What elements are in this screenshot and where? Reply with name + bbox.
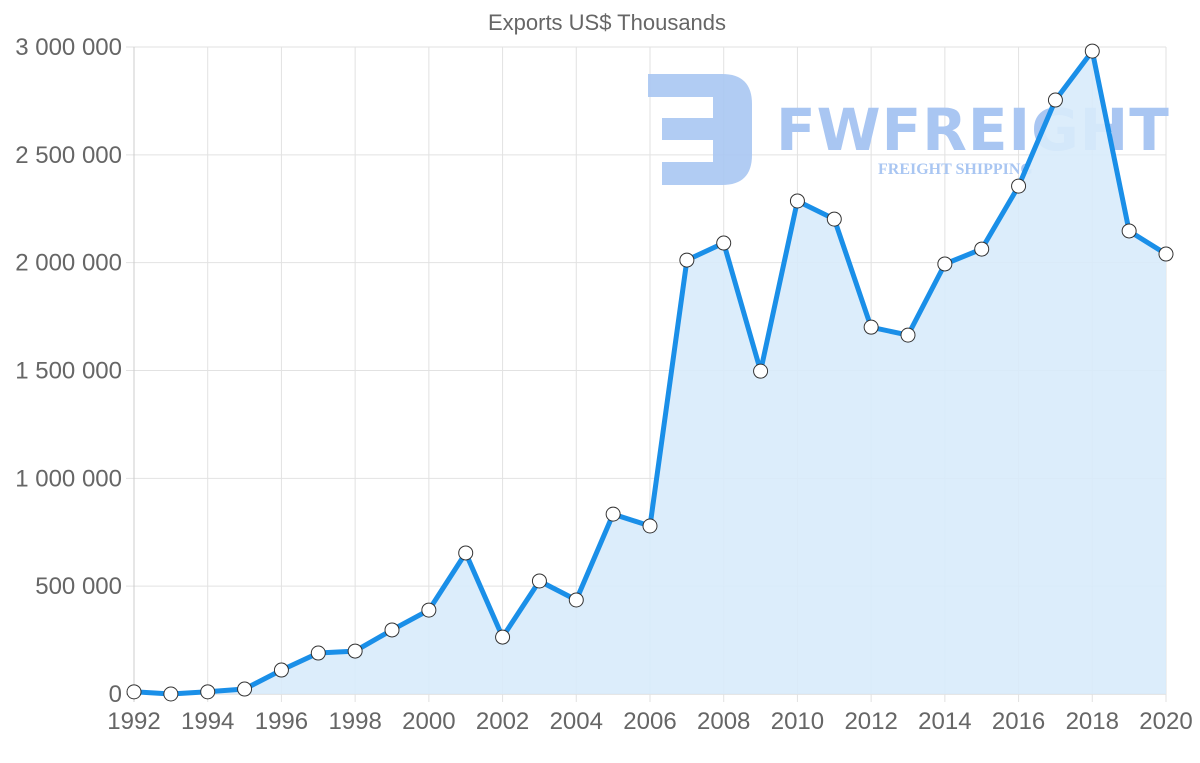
data-point [384, 622, 400, 638]
y-tick-label: 3 000 000 [15, 34, 122, 61]
x-tick-label: 2010 [771, 708, 824, 735]
y-tick-label: 2 000 000 [15, 250, 122, 277]
data-point [937, 256, 953, 272]
x-tick-label: 2004 [550, 708, 603, 735]
data-point [679, 252, 695, 268]
data-point [163, 686, 179, 702]
data-point [495, 629, 511, 645]
data-point [458, 545, 474, 561]
x-tick-label: 1992 [107, 708, 160, 735]
data-point [1158, 246, 1174, 262]
data-point [642, 518, 658, 534]
data-point [531, 573, 547, 589]
x-tick-label: 2016 [992, 708, 1045, 735]
x-tick-label: 1994 [181, 708, 234, 735]
x-tick-label: 2018 [1066, 708, 1119, 735]
data-point [863, 319, 879, 335]
y-axis-ticks: 0 500 000 1 000 000 1 500 000 2 000 000 2 500… [15, 34, 122, 708]
x-tick-label: 2000 [402, 708, 455, 735]
watermark-tagline: FREIGHT SHIPPING [878, 161, 1033, 178]
data-point [716, 235, 732, 251]
y-tick-label: 1 000 000 [15, 465, 122, 492]
data-point [273, 662, 289, 678]
y-tick-label: 1 500 000 [15, 358, 122, 385]
x-axis-ticks: 1992 1994 1996 1998 2000 2002 2004 2006 2008 2010… [107, 708, 1192, 735]
data-point [200, 684, 216, 700]
data-point [605, 506, 621, 522]
data-points [126, 43, 1174, 702]
area-fill [134, 51, 1166, 695]
data-point [237, 681, 253, 697]
y-tick-label: 0 [109, 681, 122, 708]
data-point [900, 327, 916, 343]
x-tick-label: 1998 [328, 708, 381, 735]
logo-mark-icon [648, 74, 752, 185]
chart-title: Exports US$ Thousands [488, 10, 726, 35]
data-point [310, 645, 326, 661]
x-tick-label: 1996 [255, 708, 308, 735]
data-point [826, 211, 842, 227]
y-tick-label: 2 500 000 [15, 142, 122, 169]
data-point [568, 592, 584, 608]
data-point [974, 241, 990, 257]
data-point [1121, 223, 1137, 239]
data-point [1047, 92, 1063, 108]
data-point [789, 193, 805, 209]
data-point [347, 643, 363, 659]
x-tick-label: 2006 [623, 708, 676, 735]
x-tick-label: 2008 [697, 708, 750, 735]
x-tick-label: 2020 [1139, 708, 1192, 735]
x-tick-label: 2002 [476, 708, 529, 735]
data-point [1084, 43, 1100, 59]
data-point [126, 684, 142, 700]
x-tick-label: 2012 [844, 708, 897, 735]
x-tick-label: 2014 [918, 708, 971, 735]
data-point [421, 602, 437, 618]
data-point [1011, 178, 1027, 194]
y-tick-label: 500 000 [35, 573, 122, 600]
data-point [753, 363, 769, 379]
